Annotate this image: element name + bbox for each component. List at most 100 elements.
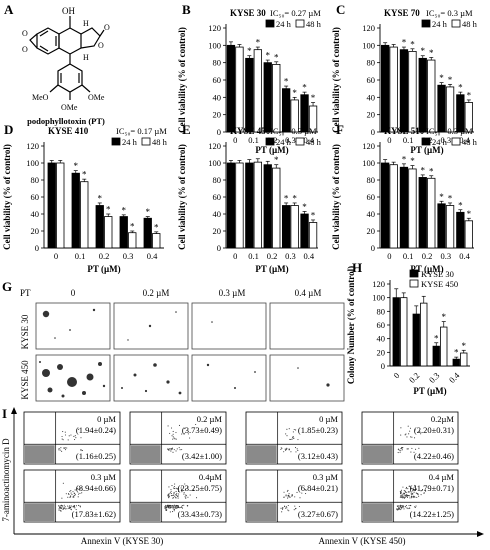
event-dot	[175, 432, 177, 434]
flow-plot: 0.4µM(23.25±0.75) (33.43±0.73)	[129, 469, 227, 523]
significance-star: *	[402, 38, 407, 48]
bar	[119, 216, 128, 249]
bar	[281, 205, 291, 249]
flow-upper-right-value: (41.79±0.71)	[410, 483, 454, 493]
significance-star: *	[274, 52, 279, 62]
event-dot	[414, 437, 416, 439]
atom-o-lactone-2: O	[104, 23, 110, 32]
event-dot	[280, 448, 282, 451]
softagar-image	[191, 354, 267, 402]
x-tick-label: 0.2	[267, 251, 278, 261]
event-dot	[61, 507, 63, 510]
panel-letter: C	[336, 2, 345, 17]
y-tick-label: 0	[217, 127, 221, 137]
event-dot	[400, 448, 402, 450]
y-tick-label: 80	[367, 58, 376, 68]
bar	[400, 297, 408, 367]
y-tick-label: 120	[208, 23, 221, 33]
significance-star: *	[74, 161, 79, 171]
flow-plot: 0.2µM(2.20±0.31) (4.22±0.46)	[361, 411, 459, 465]
legend-label: 48 h	[306, 137, 322, 147]
legend-swatch-open	[451, 19, 461, 28]
x-tick-label: 0.4	[447, 370, 462, 385]
y-tick-label: 100	[208, 158, 221, 168]
event-dot	[170, 427, 173, 429]
event-dot	[175, 450, 177, 452]
event-dot	[407, 508, 409, 510]
event-dot	[61, 497, 63, 499]
event-dot	[412, 489, 415, 491]
event-dot	[408, 433, 410, 435]
event-dot	[413, 491, 415, 493]
bar	[263, 62, 272, 133]
y-tick-label: 100	[208, 40, 221, 50]
bar	[143, 217, 152, 249]
event-dot	[397, 506, 400, 508]
event-dot	[287, 504, 289, 507]
event-dot	[287, 509, 289, 511]
significance-star: *	[247, 46, 252, 56]
significance-star: *	[146, 207, 151, 217]
event-dot	[292, 435, 294, 438]
softagar-row-1: KYSE 450	[20, 360, 30, 400]
event-dot	[168, 493, 170, 495]
event-dot	[76, 488, 78, 490]
event-dot	[181, 505, 183, 507]
flow-plot: 0 µM(1.85±0.23) (3.12±0.43)	[245, 411, 343, 465]
legend-label: 48 h	[306, 19, 322, 29]
flow-dose-label: 0.3 µM	[91, 472, 117, 482]
event-dot	[294, 508, 297, 510]
bar	[380, 162, 390, 249]
x-tick-label: 0	[391, 370, 401, 380]
event-dot	[167, 505, 169, 507]
atom-ome-mid: OMe	[61, 103, 78, 112]
event-dot	[186, 505, 188, 507]
flow-lower-right-value: (17.83±1.62)	[72, 509, 116, 519]
y-tick-label: 20	[213, 226, 222, 236]
bar	[464, 220, 474, 249]
event-dot	[299, 497, 301, 499]
event-dot	[407, 448, 409, 450]
significance-star: *	[122, 205, 127, 215]
event-dot	[168, 495, 170, 497]
event-dot	[288, 510, 290, 512]
event-dot	[415, 488, 417, 490]
live-cell-gate	[131, 503, 161, 521]
ic50-label: IC₅₀= 0.3 µM	[426, 8, 473, 18]
significance-star: *	[292, 193, 297, 203]
event-dot	[417, 494, 419, 496]
event-dot	[285, 448, 287, 451]
bar	[399, 166, 409, 249]
legend-swatch-filled	[265, 137, 275, 146]
event-dot	[58, 448, 60, 450]
event-dot	[79, 505, 81, 507]
live-cell-gate	[363, 445, 393, 463]
event-dot	[165, 504, 167, 506]
event-dot	[74, 494, 76, 496]
significance-star: *	[434, 333, 439, 343]
y-tick-label: 80	[377, 306, 386, 316]
event-dot	[410, 451, 412, 453]
event-dot	[81, 492, 83, 494]
bar	[392, 297, 400, 367]
bar	[399, 49, 409, 133]
bar-charts: B02040608010012000.10.20.30.4********Cel…	[2, 2, 478, 396]
event-dot	[400, 447, 403, 449]
y-tick-label: 100	[362, 158, 375, 168]
legend-swatch-open	[295, 19, 305, 28]
event-dot	[399, 507, 401, 509]
event-dot	[64, 508, 66, 510]
event-dot	[402, 496, 405, 498]
event-dot	[298, 505, 300, 508]
event-dot	[64, 506, 66, 508]
event-dot	[173, 491, 175, 493]
event-dot	[167, 495, 169, 497]
event-dot	[400, 492, 402, 494]
event-dot	[187, 433, 189, 435]
event-dot	[79, 506, 81, 508]
significance-star: *	[421, 46, 426, 56]
event-dot	[174, 483, 176, 485]
event-dot	[403, 494, 405, 496]
event-dot	[401, 495, 403, 497]
x-tick-label: 0.1	[403, 135, 414, 145]
